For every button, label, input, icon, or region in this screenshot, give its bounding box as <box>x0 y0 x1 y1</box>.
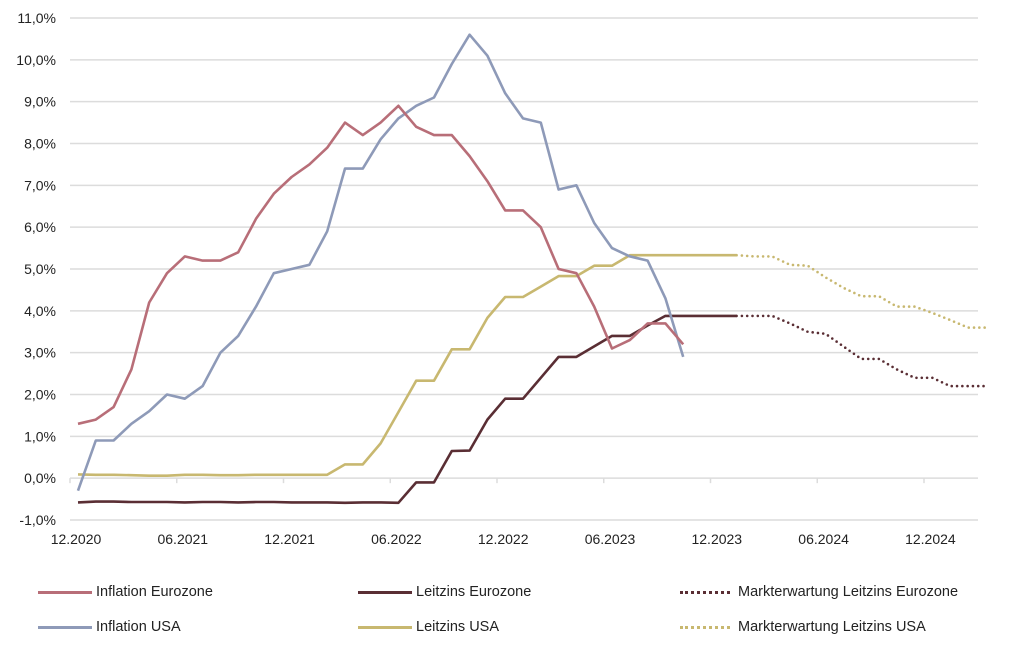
y-tick-label: 0,0% <box>24 470 56 486</box>
legend-label: Leitzins USA <box>416 619 500 635</box>
y-axis: -1,0% 0,0% 1,0% 2,0% 3,0% 4,0% 5,0% 6,0% 7,0% 8,0… <box>16 10 56 528</box>
legend-swatch <box>680 590 730 594</box>
y-tick-label: -1,0% <box>19 512 56 528</box>
legend-item-leitzins-eurozone: Leitzins Eurozone <box>358 584 531 600</box>
legend-item-inflation-usa: Inflation USA <box>38 619 181 635</box>
series-line-markterwartung-leitzins-usa <box>735 253 988 329</box>
series-line-inflation-usa <box>76 33 685 492</box>
legend: Inflation Eurozone Leitzins Eurozone Mar… <box>0 576 1014 646</box>
x-tick-label: 12.2024 <box>905 531 956 547</box>
x-tick-label: 12.2020 <box>51 531 102 547</box>
y-tick-label: 10,0% <box>16 52 56 68</box>
series-line-leitzins-eurozone <box>77 314 737 505</box>
x-tick-label: 06.2022 <box>371 531 422 547</box>
legend-swatch <box>38 590 92 594</box>
y-tick-label: 9,0% <box>24 94 56 110</box>
line-chart: -1,0% 0,0% 1,0% 2,0% 3,0% 4,0% 5,0% 6,0% 7,0% 8,0… <box>16 10 988 547</box>
legend-item-markterwartung-usa: Markterwartung Leitzins USA <box>680 619 926 635</box>
legend-swatch <box>358 625 412 629</box>
x-tick-label: 12.2023 <box>691 531 742 547</box>
x-tick-label: 06.2021 <box>157 531 208 547</box>
legend-label: Markterwartung Leitzins USA <box>738 619 926 635</box>
series-lines <box>76 33 988 505</box>
y-tick-label: 4,0% <box>24 303 56 319</box>
y-tick-label: 1,0% <box>24 428 56 444</box>
x-tick-label: 12.2021 <box>264 531 315 547</box>
x-tick-label: 12.2022 <box>478 531 529 547</box>
x-tick-label: 06.2024 <box>798 531 849 547</box>
x-axis: 12.2020 06.2021 12.2021 06.2022 12.2022 06.20… <box>51 478 956 547</box>
legend-label: Inflation USA <box>96 619 181 635</box>
y-tick-label: 7,0% <box>24 177 56 193</box>
legend-label: Leitzins Eurozone <box>416 584 532 600</box>
legend-item-markterwartung-eurozone: Markterwartung Leitzins Eurozone <box>680 584 958 600</box>
y-tick-label: 3,0% <box>24 345 56 361</box>
y-tick-label: 11,0% <box>17 10 56 26</box>
legend-label: Inflation Eurozone <box>96 584 213 600</box>
legend-swatch <box>358 590 412 594</box>
series-line-markterwartung-leitzins-eurozone <box>735 314 988 388</box>
y-tick-label: 5,0% <box>24 261 56 277</box>
series-line-inflation-eurozone <box>77 104 685 426</box>
legend-label: Markterwartung Leitzins Eurozone <box>738 584 959 600</box>
gridlines <box>70 17 978 521</box>
y-tick-label: 6,0% <box>24 219 56 235</box>
y-tick-label: 2,0% <box>24 387 56 403</box>
legend-swatch <box>680 625 730 629</box>
legend-swatch <box>38 625 92 629</box>
series-line-leitzins-usa <box>77 253 737 478</box>
y-tick-label: 8,0% <box>24 136 56 152</box>
legend-item-leitzins-usa: Leitzins USA <box>358 619 499 635</box>
x-tick-label: 06.2023 <box>585 531 636 547</box>
legend-item-inflation-eurozone: Inflation Eurozone <box>38 584 213 600</box>
